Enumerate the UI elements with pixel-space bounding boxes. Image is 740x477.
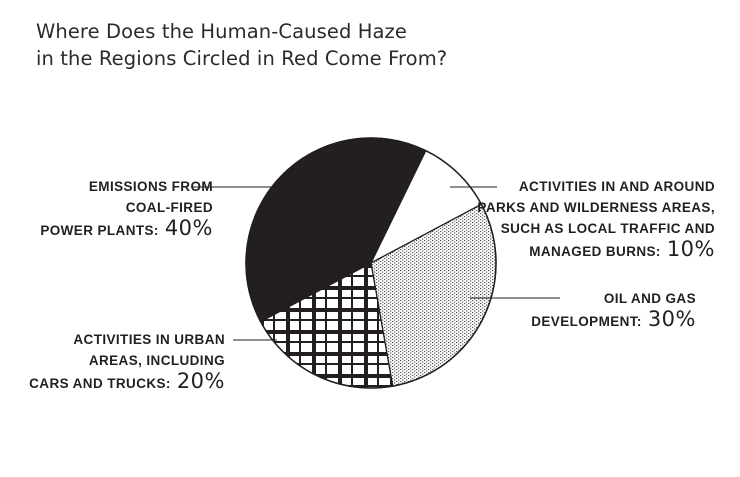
slice-label-oilgas: OIL AND GAS DEVELOPMENT: 30% — [531, 288, 696, 332]
slice-label-parks-line-4: MANAGED BURNS: — [529, 244, 661, 259]
slice-label-parks-line-3: SUCH AS LOCAL TRAFFIC AND — [500, 221, 715, 236]
chart-title: Where Does the Human-Caused Haze in the … — [36, 18, 447, 72]
slice-value-coal: 40% — [164, 216, 213, 240]
slice-label-oilgas-line-2: DEVELOPMENT: — [531, 314, 642, 329]
slice-label-coal-line-2: COAL-FIRED — [125, 200, 213, 215]
slice-label-parks-line-1: ACTIVITIES IN AND AROUND — [518, 179, 715, 194]
slice-label-urban-line-3: CARS AND TRUCKS: — [29, 376, 171, 391]
slice-value-parks: 10% — [666, 237, 715, 261]
slice-label-urban-line-1: ACTIVITIES IN URBAN — [73, 332, 225, 347]
slice-value-oilgas: 30% — [647, 307, 696, 331]
slice-label-coal-line-1: EMISSIONS FROM — [88, 179, 213, 194]
slice-label-coal-line-3: POWER PLANTS: — [40, 223, 159, 238]
slice-label-parks-line-2: PARKS AND WILDERNESS AREAS, — [477, 200, 715, 215]
slice-label-urban-line-2: AREAS, INCLUDING — [88, 353, 225, 368]
chart-title-line-2: in the Regions Circled in Red Come From? — [36, 47, 448, 70]
pie-outline — [245, 137, 497, 389]
slice-label-parks: ACTIVITIES IN AND AROUND PARKS AND WILDE… — [477, 176, 715, 262]
slice-value-urban: 20% — [176, 369, 225, 393]
pie-slices — [245, 137, 497, 389]
chart-title-line-1: Where Does the Human-Caused Haze — [36, 20, 407, 43]
slice-label-coal: EMISSIONS FROM COAL-FIRED POWER PLANTS: 4… — [40, 176, 213, 241]
slice-label-urban: ACTIVITIES IN URBAN AREAS, INCLUDING CAR… — [29, 329, 225, 394]
slice-label-oilgas-line-1: OIL AND GAS — [603, 291, 696, 306]
leader-lines — [192, 186, 560, 341]
